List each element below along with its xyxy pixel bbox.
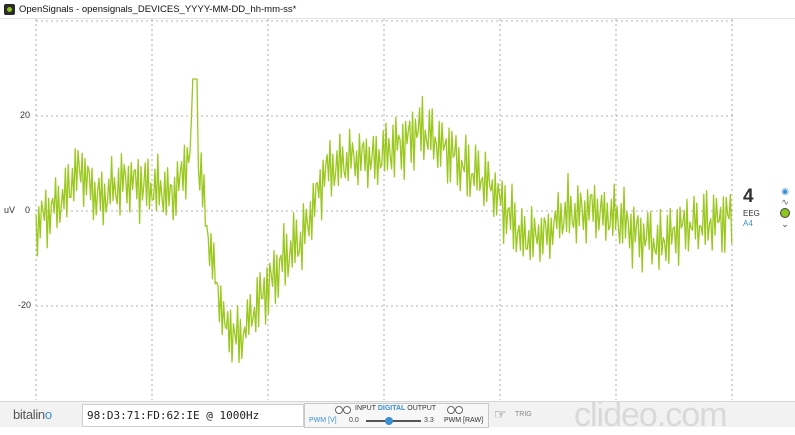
channel-type: EEG [743, 209, 760, 218]
pwm-raw-label[interactable]: PWM [RAW] [444, 417, 484, 424]
bitalino-logo: bitalino [13, 407, 52, 422]
window-title: OpenSignals - opensignals_DEVICES_YYYY-M… [19, 3, 297, 15]
trigger-label: TRIG [515, 411, 532, 418]
chevron-down-icon[interactable]: ⌄ [781, 219, 789, 229]
input-1-indicator [335, 406, 343, 414]
channel-port: A4 [743, 219, 753, 228]
title-bar: OpenSignals - opensignals_DEVICES_YYYY-M… [0, 0, 795, 19]
pointing-hand-icon: ☞ [494, 406, 507, 422]
channel-number: 4 [743, 186, 754, 207]
wave-icon[interactable]: ∿ [781, 197, 789, 207]
device-address: 98:D3:71:FD:62:IE @ 1000Hz [87, 409, 260, 422]
y-axis-unit: uV [4, 205, 16, 215]
pwm-max-value: 3.3 [424, 417, 434, 424]
eye-icon[interactable]: ◉ [781, 186, 789, 196]
channel-side-panel: 4 EEG A4 ◉ ∿ ⌄ [738, 186, 794, 246]
channel-color-dot-icon[interactable] [780, 208, 790, 218]
opensignals-app-icon [4, 3, 15, 15]
digital-io-panel: INPUT DIGITAL OUTPUT PWM [V] 0.0 3.3 PWM… [304, 403, 489, 428]
y-tick-minus-20: -20 [18, 300, 32, 310]
pwm-slider-track[interactable] [366, 420, 421, 422]
channel-controls: ◉ ∿ ⌄ [779, 186, 793, 230]
status-footer: bitalino 98:D3:71:FD:62:IE @ 1000Hz INPU… [0, 396, 795, 434]
eeg-signal-trace [35, 78, 733, 364]
signal-plot[interactable] [0, 19, 795, 400]
output-2-toggle[interactable] [455, 406, 463, 414]
device-info-box: 98:D3:71:FD:62:IE @ 1000Hz [82, 404, 304, 427]
input-2-indicator [343, 406, 351, 414]
output-1-toggle[interactable] [447, 406, 455, 414]
y-tick-0: 0 [25, 205, 31, 215]
watermark: clideo.com [574, 396, 728, 434]
trigger-button[interactable]: ☞ TRIG [494, 406, 534, 424]
pwm-slider-handle[interactable] [385, 417, 393, 425]
pwm-v-label: PWM [V] [309, 417, 337, 424]
y-tick-20: 20 [20, 110, 31, 120]
signal-plot-area[interactable]: 20 uV 0 -20 [0, 19, 795, 400]
io-label: INPUT DIGITAL OUTPUT [355, 405, 437, 412]
pwm-min-value: 0.0 [349, 417, 359, 424]
